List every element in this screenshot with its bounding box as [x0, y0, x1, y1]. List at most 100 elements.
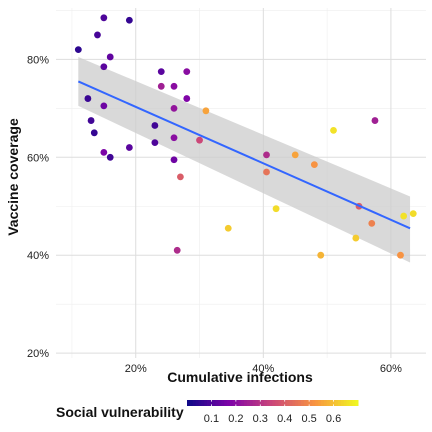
y-tick-label: 40%: [27, 250, 49, 262]
y-axis-title: Vaccine coverage: [5, 118, 21, 236]
legend-color-swatch: [235, 400, 239, 406]
x-tick-label: 40%: [252, 363, 274, 375]
data-point: [170, 134, 178, 142]
data-point: [224, 224, 232, 232]
data-point: [330, 126, 337, 134]
legend-color-swatch: [332, 400, 336, 406]
legend-tick-label: 0.2: [228, 413, 243, 425]
axis-labels-layer: 20% 40% 60% 20% 40% 60% 80%: [27, 54, 402, 375]
confidence-band: [78, 56, 411, 263]
data-point: [87, 117, 95, 124]
legend-color-swatch: [343, 400, 348, 406]
confidence-band-layer: [78, 56, 411, 263]
legend-color-swatch: [195, 400, 199, 406]
legend-tick-label: 0.5: [301, 413, 316, 425]
data-point: [151, 139, 159, 147]
data-point: [100, 149, 108, 156]
legend-tick-label: 0.3: [253, 413, 268, 425]
legend-color-swatch: [241, 400, 245, 406]
legend-color-swatch: [272, 400, 276, 406]
legend-color-swatch: [201, 400, 205, 406]
legend-color-swatch: [292, 400, 296, 406]
legend-color-swatch: [352, 400, 356, 406]
trend-line: [77, 80, 411, 230]
legend-color-swatch: [198, 400, 202, 406]
legend-color-swatch: [232, 400, 236, 406]
legend-tick-label: 0.1: [204, 413, 219, 425]
legend-color-swatch: [252, 400, 256, 406]
data-point: [291, 151, 299, 159]
legend-color-swatch: [229, 400, 234, 406]
data-point: [317, 251, 325, 259]
legend-color-swatch: [266, 400, 271, 406]
legend-title: Social vulnerability: [56, 404, 184, 420]
data-point: [176, 173, 184, 181]
legend-color-swatch: [329, 400, 333, 406]
data-point: [151, 122, 159, 129]
legend-color-swatch: [326, 400, 330, 406]
data-point: [90, 129, 98, 137]
x-tick-label: 60%: [380, 363, 402, 375]
legend-color-swatch: [289, 400, 293, 406]
legend-color-swatch: [286, 400, 291, 406]
legend-color-swatch: [218, 400, 222, 406]
data-point: [202, 107, 210, 115]
legend-color-swatch: [318, 400, 322, 406]
legend-color-swatch: [315, 400, 319, 406]
legend-color-swatch: [309, 400, 313, 406]
data-point: [157, 68, 165, 76]
legend-color-swatch: [215, 400, 219, 406]
trend-line-layer: [77, 80, 411, 230]
legend-color-swatch: [269, 400, 273, 406]
legend-color-swatch: [255, 400, 259, 406]
color-legend: 0.1 0.2 0.3 0.4 0.5 0.6: [187, 400, 359, 425]
legend-color-swatch: [226, 400, 231, 406]
legend-color-swatch: [320, 400, 325, 406]
data-point: [183, 95, 191, 102]
legend-color-swatch: [283, 400, 288, 406]
data-point: [196, 136, 203, 144]
data-point: [125, 144, 133, 151]
legend-tick-label: 0.4: [277, 413, 292, 425]
data-point: [100, 63, 108, 71]
legend-color-swatch: [338, 400, 342, 406]
legend-color-swatch: [204, 400, 208, 406]
data-point: [352, 234, 360, 242]
legend-color-swatch: [263, 400, 268, 406]
legend-color-swatch: [303, 400, 308, 406]
legend-color-swatch: [258, 400, 262, 406]
data-point: [371, 117, 379, 124]
legend-color-swatch: [278, 400, 282, 406]
y-tick-label: 20%: [27, 348, 49, 360]
data-point: [100, 102, 108, 110]
legend-color-swatch: [340, 400, 345, 406]
legend-color-swatch: [312, 400, 316, 406]
legend-color-swatch: [261, 400, 265, 406]
data-point: [170, 82, 178, 90]
data-point: [173, 246, 181, 254]
legend-color-swatch: [355, 400, 359, 406]
legend-color-swatch: [298, 400, 302, 406]
legend-color-swatch: [209, 400, 214, 406]
legend-color-swatch: [246, 400, 251, 406]
legend-color-swatch: [346, 400, 350, 406]
data-point: [400, 212, 408, 220]
legend-color-swatch: [281, 400, 285, 406]
legend-color-swatch: [221, 400, 225, 406]
legend-color-swatch: [189, 400, 194, 406]
data-point: [183, 68, 191, 76]
data-point: [397, 251, 404, 259]
legend-color-swatch: [206, 400, 211, 406]
y-tick-label: 60%: [27, 152, 49, 164]
x-tick-label: 20%: [125, 363, 147, 375]
legend-color-swatch: [301, 400, 305, 406]
data-point: [170, 156, 178, 164]
data-point: [263, 168, 270, 176]
data-point: [106, 53, 114, 61]
data-point: [125, 16, 133, 24]
data-point: [170, 104, 178, 112]
y-tick-label: 80%: [27, 54, 49, 66]
legend-color-swatch: [187, 400, 191, 406]
legend-color-swatch: [192, 400, 197, 406]
